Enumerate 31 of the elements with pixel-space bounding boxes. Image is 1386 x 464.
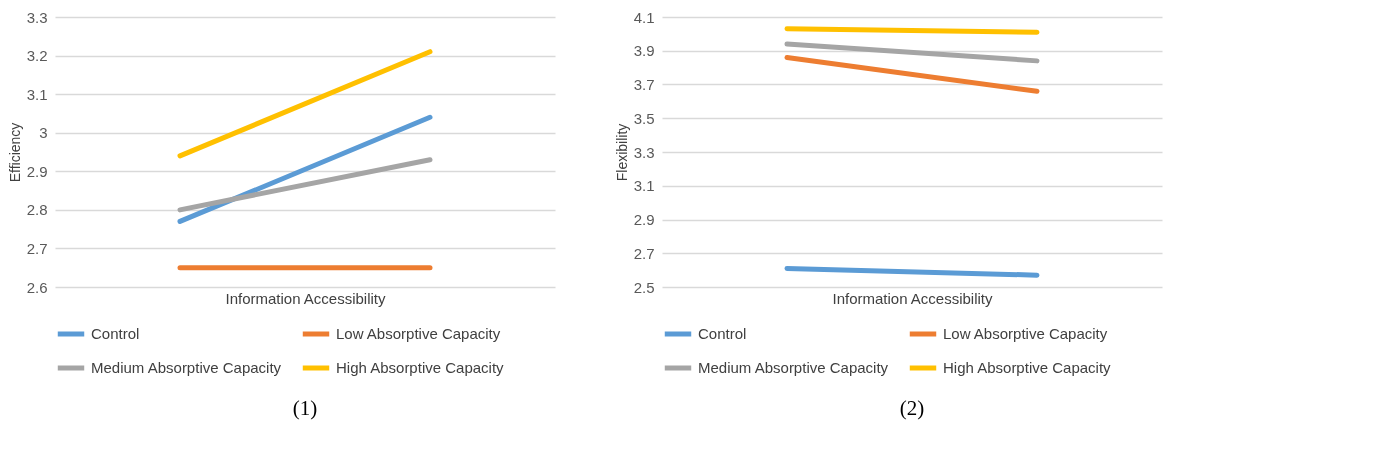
y-tick-label: 4.1 <box>633 8 655 26</box>
y-tick-label: 2.5 <box>633 278 655 296</box>
y-axis-title: Efficiency <box>6 122 23 183</box>
y-tick-label: 3.5 <box>633 109 655 127</box>
y-tick-label: 3.7 <box>633 76 655 93</box>
legend-label: High Absorptive Capacity <box>336 359 505 376</box>
y-tick-label: 2.7 <box>26 239 48 257</box>
y-tick-label: 3.9 <box>633 42 655 60</box>
x-axis-title: Information Accessibility <box>225 289 387 307</box>
y-tick-label: 2.9 <box>26 162 48 180</box>
text: (2) <box>899 396 925 420</box>
y-tick-label: 2.8 <box>26 201 48 219</box>
y-tick-label: 3.2 <box>26 47 48 65</box>
y-tick-label: 3.3 <box>633 143 655 161</box>
y-tick-label: 2.6 <box>26 278 48 296</box>
y-tick-label: 3 <box>39 124 48 142</box>
legend-label: Medium Absorptive Capacity <box>698 359 889 376</box>
y-axis-title: Flexibility <box>613 123 630 182</box>
y-tick-label: 3.1 <box>633 177 655 195</box>
legend-label: Control <box>91 325 140 342</box>
x-axis-title: Information Accessibility <box>832 289 994 307</box>
text: (1) <box>292 396 318 420</box>
legend-label: Low Absorptive Capacity <box>943 325 1108 342</box>
legend-label: Medium Absorptive Capacity <box>91 359 282 376</box>
legend-label: Control <box>698 325 747 342</box>
y-tick-label: 3.3 <box>26 8 48 26</box>
y-tick-label: 2.9 <box>633 211 655 228</box>
y-tick-label: 2.7 <box>633 244 655 262</box>
legend-label: Low Absorptive Capacity <box>336 325 501 342</box>
legend-label: High Absorptive Capacity <box>943 359 1112 376</box>
y-tick-label: 3.1 <box>26 85 48 103</box>
